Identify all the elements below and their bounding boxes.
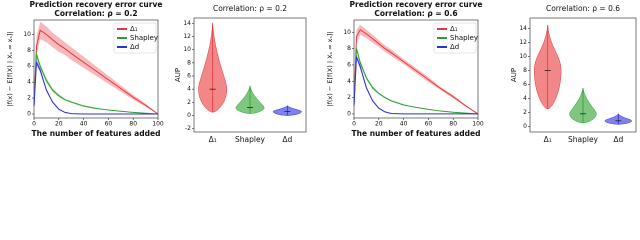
plot-frame bbox=[193, 17, 307, 133]
y-tick-label: 10 bbox=[343, 29, 351, 36]
error-band bbox=[34, 51, 158, 115]
y-axis-label: |f(x) − E[f(X) | Xₛ = xₛ]| bbox=[6, 31, 14, 106]
x-tick-label: 40 bbox=[400, 121, 408, 128]
x-tick-label: 0 bbox=[32, 121, 36, 128]
y-tick-label: 10 bbox=[23, 31, 31, 38]
x-tick-label: 40 bbox=[80, 121, 88, 128]
plot-frame bbox=[529, 17, 637, 133]
error-band bbox=[354, 24, 478, 114]
chart-title: Prediction recovery error curve bbox=[30, 0, 163, 9]
series-line bbox=[33, 54, 159, 115]
x-axis-label: The number of features added bbox=[352, 129, 481, 138]
x-tick-label: 80 bbox=[129, 121, 137, 128]
chart-title: Correlation: ρ = 0.2 bbox=[213, 4, 287, 13]
y-tick-label: 8 bbox=[187, 59, 191, 66]
x-tick-label: 60 bbox=[425, 121, 433, 128]
x-tick-label: Shapley bbox=[235, 135, 266, 144]
figure: 0 2 4 6 8 10 |f(x) − E[f(X) | Xₛ = xₛ]| Predict… bbox=[6, 0, 637, 144]
legend-label: Δ₁ bbox=[450, 25, 458, 33]
y-tick-label: 10 bbox=[519, 53, 527, 60]
y-tick-label: 10 bbox=[183, 46, 191, 53]
y-tick-label: 8 bbox=[27, 47, 31, 54]
plot-frame bbox=[33, 19, 159, 119]
y-tick-label: 6 bbox=[523, 81, 527, 88]
y-tick-label: 4 bbox=[27, 79, 31, 86]
series-line bbox=[33, 29, 159, 115]
series-line bbox=[33, 62, 158, 115]
y-tick-label: 0 bbox=[27, 111, 31, 118]
chart-title: Prediction recovery error curve bbox=[350, 0, 483, 9]
x-tick-label: Δd bbox=[282, 135, 292, 144]
x-axis-label: The number of features added bbox=[32, 129, 161, 138]
y-tick-label: 0 bbox=[347, 110, 351, 117]
x-tick-label: Δ₁ bbox=[544, 135, 552, 144]
x-tick-label: 20 bbox=[55, 121, 63, 128]
y-axis-label: AUP bbox=[510, 68, 518, 82]
x-tick-label: 100 bbox=[152, 121, 164, 128]
x-tick-label: Shapley bbox=[568, 135, 599, 144]
y-tick-label: 4 bbox=[187, 86, 191, 93]
legend-box bbox=[113, 22, 157, 54]
y-tick-label: 2 bbox=[27, 95, 31, 102]
y-tick-label: 14 bbox=[519, 25, 527, 32]
y-tick-label: 6 bbox=[187, 72, 191, 79]
y-tick-label: 8 bbox=[523, 67, 527, 74]
series-line bbox=[353, 48, 479, 115]
y-tick-label: 14 bbox=[183, 20, 191, 27]
y-tick-label: 4 bbox=[347, 78, 351, 85]
y-tick-label: 8 bbox=[347, 45, 351, 52]
chart-title: Correlation: ρ = 0.6 bbox=[546, 4, 620, 13]
x-tick-label: Δd bbox=[613, 135, 623, 144]
x-tick-label: 80 bbox=[449, 121, 457, 128]
y-tick-label: 0 bbox=[523, 123, 527, 130]
chart-subtitle: Correlation: ρ = 0.6 bbox=[374, 9, 457, 18]
legend-label: Δd bbox=[450, 43, 459, 51]
y-tick-label: 0 bbox=[187, 112, 191, 119]
y-tick-label: 2 bbox=[187, 99, 191, 106]
x-tick-label: 100 bbox=[472, 121, 484, 128]
error-band bbox=[354, 46, 478, 114]
error-band bbox=[34, 21, 158, 115]
legend-label: Shapley bbox=[130, 34, 158, 42]
series-line bbox=[353, 29, 479, 115]
y-tick-label: 2 bbox=[347, 94, 351, 101]
x-tick-label: 60 bbox=[105, 121, 113, 128]
x-tick-label: Δ₁ bbox=[209, 135, 217, 144]
chart-subtitle: Correlation: ρ = 0.2 bbox=[54, 9, 137, 18]
y-axis-label: AUP bbox=[174, 68, 182, 82]
error-band bbox=[354, 54, 478, 114]
y-tick-label: 6 bbox=[27, 63, 31, 70]
y-tick-label: -2 bbox=[185, 125, 191, 132]
y-tick-label: 2 bbox=[523, 109, 527, 116]
y-tick-label: 6 bbox=[347, 61, 351, 68]
y-tick-label: 12 bbox=[519, 39, 527, 46]
plot-frame bbox=[353, 19, 479, 119]
x-tick-label: 20 bbox=[375, 121, 383, 128]
y-axis-label: |f(x) − E[f(X) | Xₛ = xₛ]| bbox=[326, 31, 334, 106]
y-tick-label: 4 bbox=[523, 95, 527, 102]
series-line bbox=[353, 56, 478, 115]
legend-label: Δ₁ bbox=[130, 25, 138, 33]
legend-label: Δd bbox=[130, 43, 139, 51]
y-tick-label: 12 bbox=[183, 33, 191, 40]
legend-label: Shapley bbox=[450, 34, 478, 42]
x-tick-label: 0 bbox=[352, 121, 356, 128]
legend-box bbox=[433, 22, 477, 54]
